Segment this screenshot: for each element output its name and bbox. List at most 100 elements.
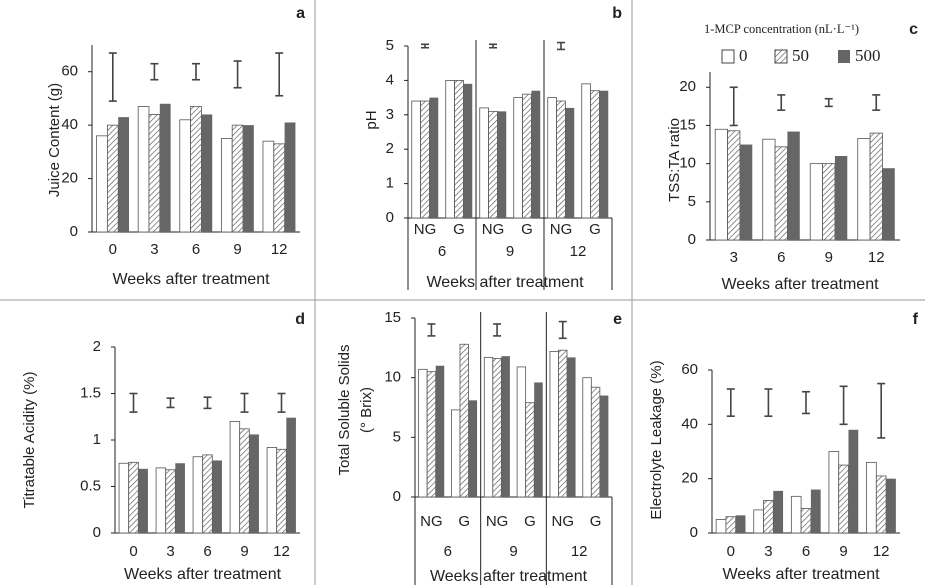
error-bar	[872, 94, 881, 111]
y-axis-title: Electrolyte Leakage (%)	[648, 360, 665, 519]
bar	[192, 456, 204, 534]
bar	[190, 106, 202, 233]
y-tick-label: 0	[93, 524, 101, 541]
bar	[513, 97, 523, 219]
bar	[202, 454, 213, 534]
y-tick-label: 0	[386, 209, 394, 226]
bar	[96, 135, 108, 233]
bar	[773, 490, 784, 533]
bar	[522, 93, 532, 219]
x-tick-label: 9	[233, 241, 241, 258]
bar	[418, 368, 428, 498]
error-bar	[802, 390, 810, 415]
group-label: 9	[509, 543, 517, 560]
y-tick-label: 5	[688, 193, 696, 210]
bar	[159, 103, 171, 233]
legend-swatch	[838, 50, 850, 63]
bar	[220, 138, 233, 233]
error-bar	[558, 320, 567, 340]
bar	[148, 114, 161, 233]
x-tick-label: G	[590, 513, 602, 530]
bar	[525, 402, 535, 498]
error-bar	[839, 385, 848, 426]
bar	[128, 461, 139, 534]
bar	[565, 107, 575, 218]
x-tick-label: NG	[550, 221, 573, 238]
error-bar	[427, 323, 436, 337]
y-tick-label: 20	[681, 470, 698, 487]
legend-title: 1-MCP concentration (nL·L⁻¹)	[704, 22, 859, 36]
bar	[175, 463, 185, 533]
bar	[834, 156, 848, 240]
y-tick-label: 0	[690, 524, 698, 541]
bar	[435, 365, 445, 497]
bar	[497, 111, 507, 218]
x-tick-label: 6	[203, 543, 211, 560]
x-tick-label: 0	[727, 543, 735, 560]
error-bar	[129, 392, 138, 413]
panel-letter: b	[612, 5, 622, 22]
bar	[725, 516, 737, 534]
x-tick-label: 3	[764, 543, 772, 560]
x-tick-label: NG	[486, 513, 509, 530]
bar	[429, 97, 439, 218]
x-tick-label: G	[589, 221, 601, 238]
bar	[848, 429, 859, 533]
bar	[516, 366, 527, 498]
x-tick-label: 12	[868, 249, 885, 266]
y-tick-label: 40	[681, 415, 698, 432]
y-tick-label: 1	[93, 431, 101, 448]
error-bar	[489, 43, 497, 49]
bar	[599, 90, 609, 218]
bar	[753, 509, 764, 534]
bar	[106, 124, 119, 233]
bar	[459, 343, 469, 498]
bar	[534, 382, 543, 497]
error-bar	[192, 62, 200, 81]
bar	[138, 468, 148, 533]
panel-letter: a	[296, 5, 305, 22]
bar	[118, 462, 130, 534]
y-axis-title: pH	[363, 110, 380, 129]
error-bar	[493, 323, 502, 337]
x-axis-title: Weeks after treatment	[430, 568, 588, 585]
legend-label: 0	[739, 46, 748, 65]
y-tick-label: 0.5	[80, 477, 101, 494]
x-axis-title: Weeks after treatment	[112, 271, 270, 288]
bar	[454, 80, 464, 219]
x-tick-label: G	[524, 513, 536, 530]
y-tick-label: 1	[386, 175, 394, 192]
bar	[445, 80, 455, 219]
bar	[479, 107, 489, 219]
y-axis-title: Total Soluble Solids	[336, 345, 353, 476]
y-tick-label: 15	[679, 116, 696, 133]
bar	[790, 495, 802, 534]
x-tick-label: 12	[273, 543, 290, 560]
bar	[155, 467, 167, 534]
bar	[262, 140, 275, 233]
bar	[411, 100, 421, 219]
bar	[212, 460, 222, 533]
bar	[838, 464, 849, 534]
y-axis-title: TSS:TA ratio	[666, 118, 683, 202]
x-tick-label: NG	[482, 221, 505, 238]
group-label: 6	[438, 243, 446, 260]
y-tick-label: 60	[61, 63, 78, 80]
bar	[463, 83, 473, 218]
error-bar	[824, 97, 833, 108]
y-tick-label: 10	[384, 369, 401, 386]
error-bar	[240, 392, 249, 413]
y-tick-label: 20	[679, 78, 696, 95]
bar	[556, 100, 566, 219]
bar	[810, 489, 821, 533]
bar	[243, 125, 254, 232]
group-label: 12	[570, 243, 587, 260]
x-tick-label: 3	[166, 543, 174, 560]
bar	[231, 124, 244, 233]
legend-label: 50	[792, 46, 809, 65]
y-axis-title: Juice Content (g)	[46, 83, 63, 197]
bar	[875, 475, 887, 534]
bar	[137, 106, 150, 233]
error-bar	[729, 86, 738, 127]
